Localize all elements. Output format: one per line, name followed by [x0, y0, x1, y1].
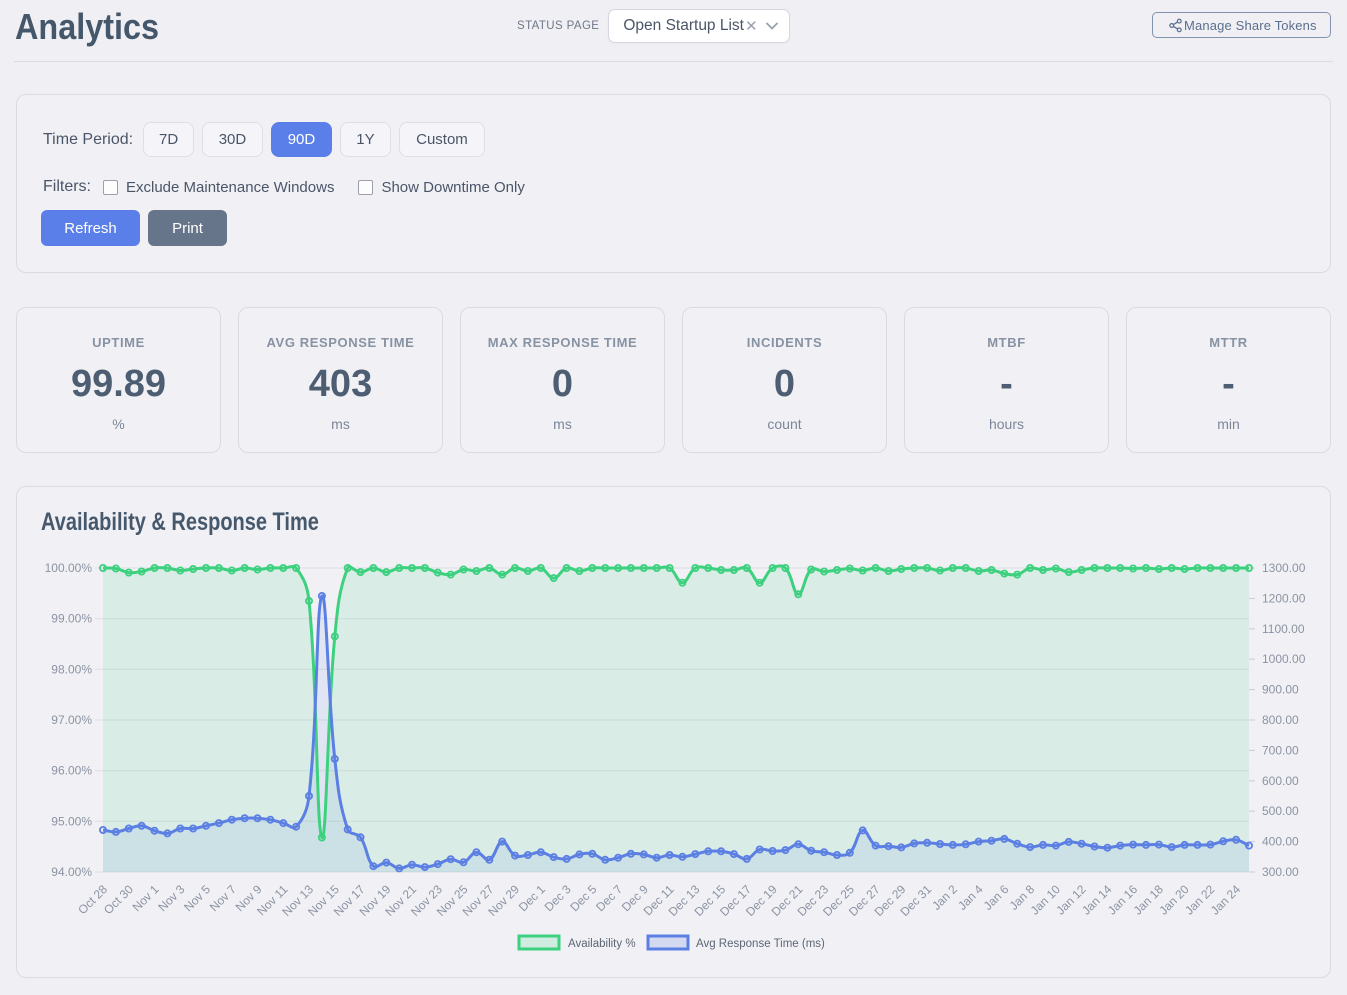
svg-text:Nov 3: Nov 3 [155, 882, 187, 914]
svg-text:1000.00: 1000.00 [1262, 652, 1306, 666]
svg-text:Nov 5: Nov 5 [181, 882, 213, 914]
svg-text:Dec 5: Dec 5 [567, 882, 599, 914]
svg-text:Dec 7: Dec 7 [593, 882, 625, 914]
svg-text:1200.00: 1200.00 [1262, 591, 1306, 605]
svg-text:Avg Response Time (ms): Avg Response Time (ms) [696, 938, 825, 950]
svg-text:Dec 1: Dec 1 [516, 882, 548, 914]
svg-text:700.00: 700.00 [1262, 743, 1299, 757]
svg-text:Jan 2: Jan 2 [929, 882, 960, 913]
svg-text:97.00%: 97.00% [51, 713, 92, 727]
svg-text:600.00: 600.00 [1262, 774, 1299, 788]
svg-text:95.00%: 95.00% [51, 814, 92, 828]
svg-text:Dec 3: Dec 3 [542, 882, 574, 914]
svg-text:Availability %: Availability % [568, 938, 636, 950]
svg-text:99.00%: 99.00% [51, 612, 92, 626]
svg-text:94.00%: 94.00% [51, 865, 92, 879]
svg-text:Oct 30: Oct 30 [101, 882, 136, 917]
svg-text:Jan 4: Jan 4 [955, 882, 986, 913]
svg-text:800.00: 800.00 [1262, 713, 1299, 727]
svg-text:100.00%: 100.00% [45, 561, 93, 575]
svg-text:400.00: 400.00 [1262, 835, 1299, 849]
svg-text:Jan 6: Jan 6 [981, 882, 1012, 913]
svg-text:Nov 1: Nov 1 [130, 882, 162, 914]
svg-text:1300.00: 1300.00 [1262, 561, 1306, 575]
svg-text:98.00%: 98.00% [51, 662, 92, 676]
svg-text:300.00: 300.00 [1262, 865, 1299, 879]
svg-text:900.00: 900.00 [1262, 683, 1299, 697]
svg-text:Nov 7: Nov 7 [207, 882, 239, 914]
svg-text:1100.00: 1100.00 [1262, 622, 1305, 636]
svg-text:500.00: 500.00 [1262, 804, 1299, 818]
svg-text:96.00%: 96.00% [51, 764, 92, 778]
svg-text:Jan 24: Jan 24 [1208, 882, 1244, 918]
